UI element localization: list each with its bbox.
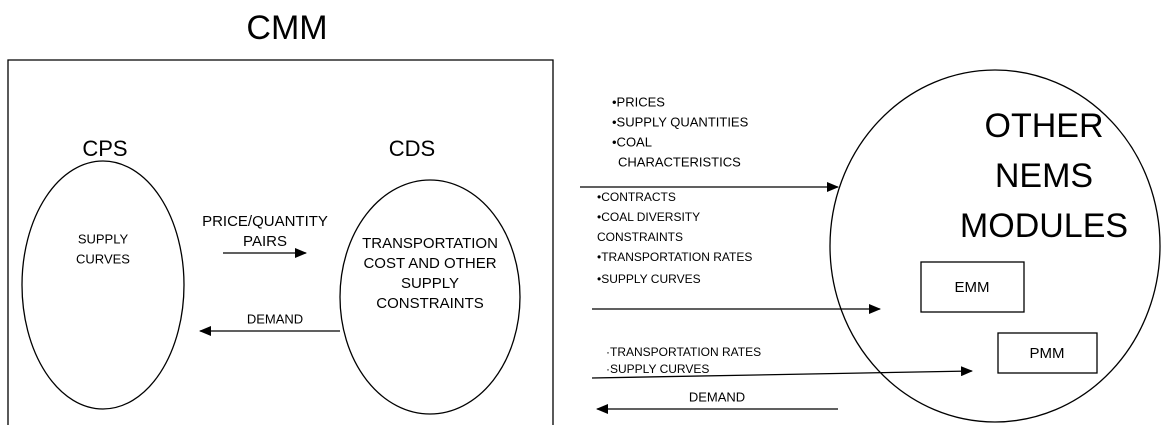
output-item: •CONTRACTS (597, 190, 676, 204)
arrow (591, 366, 973, 379)
arrow-label: PAIRS (243, 233, 287, 250)
cds-circle (339, 179, 521, 415)
output-item: •COAL (612, 134, 652, 149)
output-item: ·SUPPLY CURVES (606, 362, 709, 376)
cps-label: CPS (82, 136, 127, 161)
cps-text: CURVES (76, 251, 130, 266)
emm-label: EMM (955, 279, 990, 296)
output-item: •COAL DIVERSITY (597, 210, 700, 224)
other-modules-circle (829, 69, 1161, 423)
cds-text: TRANSPORTATION (362, 235, 498, 252)
output-item: •SUPPLY CURVES (597, 272, 701, 286)
output-item: •PRICES (612, 94, 665, 109)
cmm-title: CMM (246, 9, 327, 47)
other-text: MODULES (960, 207, 1128, 245)
cds-text: SUPPLY (401, 275, 459, 292)
output-item: •TRANSPORTATION RATES (597, 250, 752, 264)
cds-text: CONSTRAINTS (376, 295, 484, 312)
output-item: •SUPPLY QUANTITIES (612, 114, 749, 129)
output-item: CONSTRAINTS (597, 230, 683, 244)
cds-text: COST AND OTHER (363, 255, 496, 272)
other-text: NEMS (995, 157, 1093, 195)
cds-label: CDS (389, 136, 435, 161)
arrow-label: DEMAND (247, 311, 303, 326)
output-item: CHARACTERISTICS (618, 154, 741, 169)
arrow-label: PRICE/QUANTITY (202, 213, 328, 230)
pmm-label: PMM (1030, 345, 1065, 362)
emm-box (920, 261, 1025, 313)
cmm-box (7, 59, 554, 425)
pmm-box (997, 332, 1098, 374)
arrow-label: DEMAND (689, 389, 745, 404)
other-text: OTHER (985, 107, 1104, 145)
cps-circle (21, 160, 185, 410)
cps-text: SUPPLY (78, 231, 129, 246)
output-item: ·TRANSPORTATION RATES (606, 345, 761, 359)
